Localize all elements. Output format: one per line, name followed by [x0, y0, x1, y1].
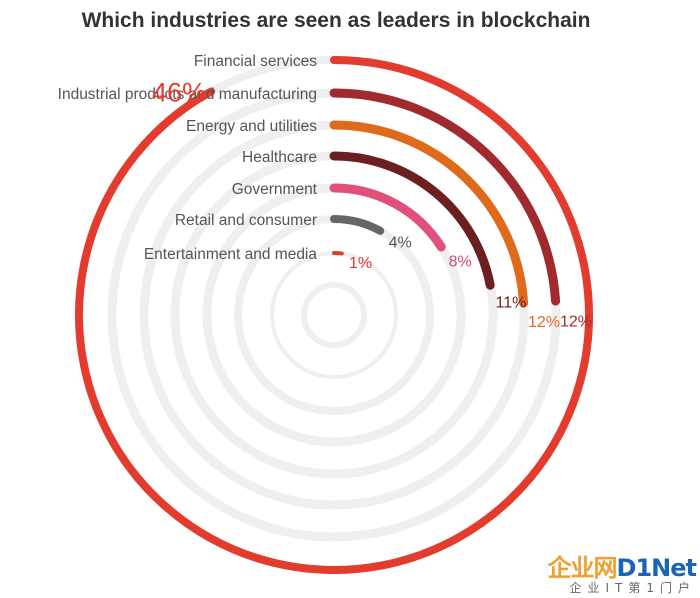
- watermark-subtitle: 企业IT第1门户: [569, 581, 696, 595]
- bar-arc: [329, 88, 561, 306]
- value-label: 1%: [349, 255, 372, 272]
- bar-arc: [329, 183, 446, 252]
- watermark-text-cn: 企业网: [547, 554, 618, 582]
- category-label: Government: [232, 181, 318, 198]
- category-label: Industrial products and manufacturing: [58, 86, 317, 103]
- value-label: 8%: [449, 254, 472, 271]
- value-label: 12%: [560, 314, 592, 331]
- bar-arc: [330, 215, 385, 235]
- value-label: 12%: [528, 314, 560, 331]
- series-arcs: [75, 56, 593, 574]
- bar-arc: [329, 151, 495, 290]
- bar-arc: [75, 56, 593, 574]
- track-ring: [301, 282, 367, 348]
- bar-arc: [329, 120, 529, 308]
- value-label: 11%: [496, 294, 527, 311]
- value-labels: 46%12%12%11%8%4%1%: [152, 78, 592, 332]
- category-label: Energy and utilities: [186, 118, 317, 135]
- track-ring: [270, 251, 398, 379]
- chart-title: Which industries are seen as leaders in …: [81, 9, 591, 32]
- category-label: Healthcare: [242, 149, 317, 166]
- category-label: Financial services: [194, 53, 317, 70]
- watermark-text-en: D1Net: [616, 554, 697, 582]
- value-label: 46%: [152, 78, 206, 108]
- category-label: Retail and consumer: [175, 212, 317, 229]
- watermark-logo: 企业网D1Net 企业IT第1门户: [547, 554, 697, 595]
- category-label: Entertainment and media: [144, 246, 318, 263]
- value-label: 4%: [389, 234, 412, 251]
- category-labels: Financial services Industrial products an…: [58, 53, 318, 263]
